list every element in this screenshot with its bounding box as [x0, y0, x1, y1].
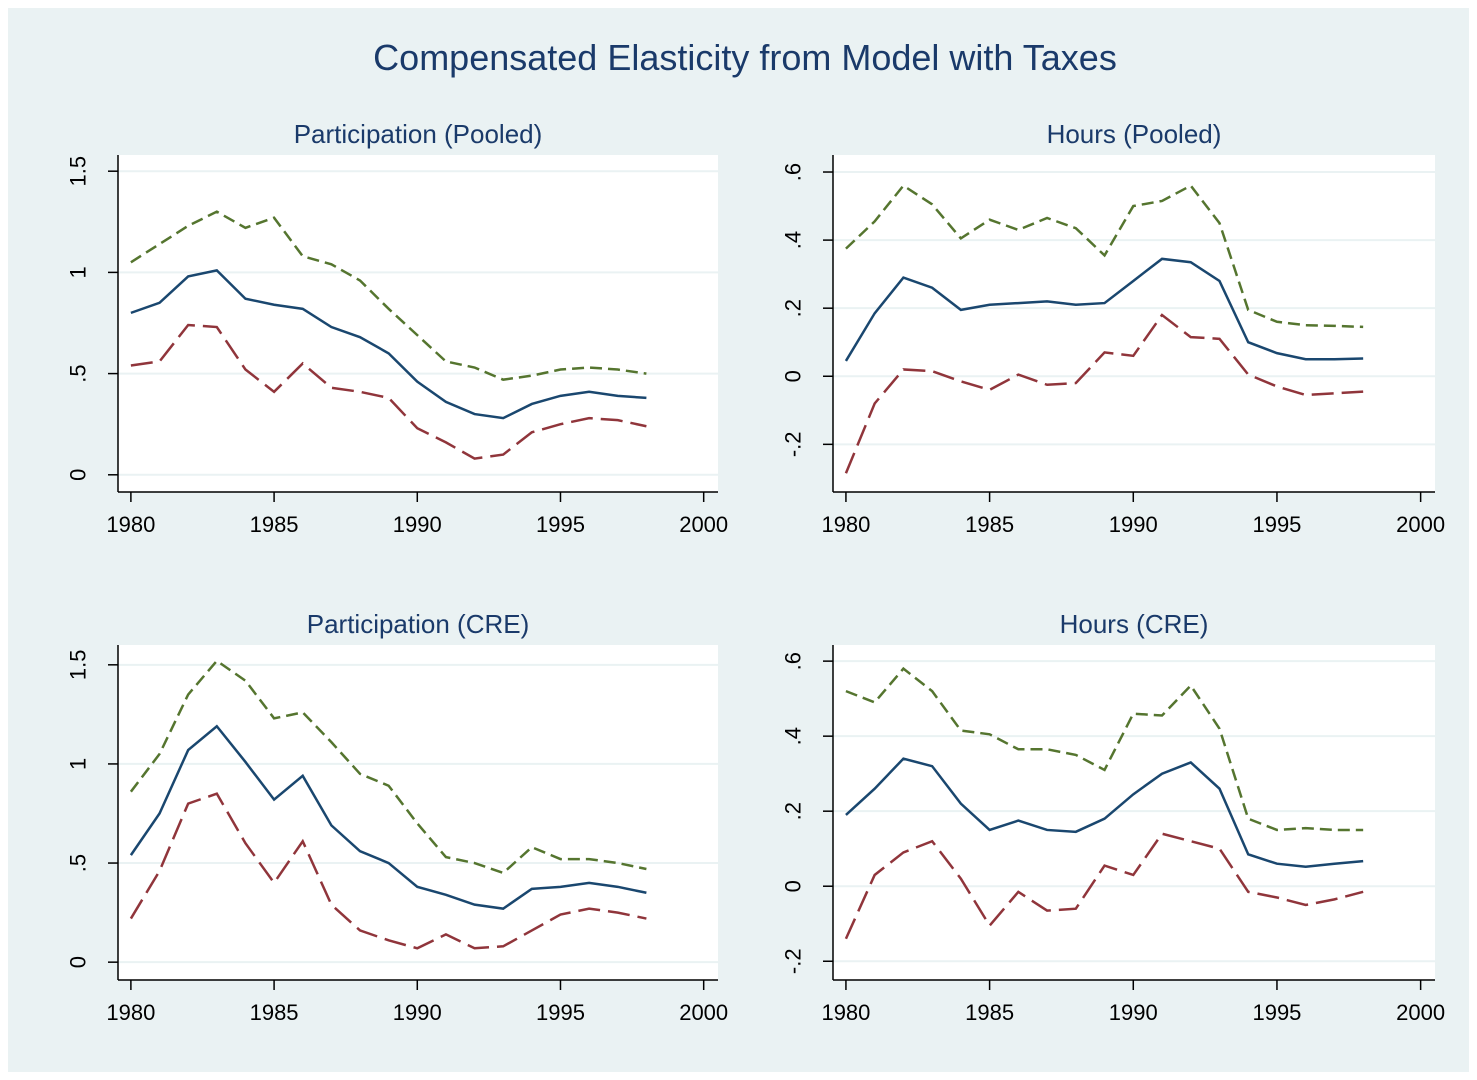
series-line	[129, 724, 647, 910]
x-tick-label: 1985	[250, 512, 299, 537]
series-line	[845, 183, 1364, 329]
series-line	[130, 269, 647, 420]
series-line	[845, 757, 1364, 868]
series-line	[130, 323, 647, 460]
y-tick-label: 0	[781, 370, 806, 382]
series-line	[844, 832, 1364, 940]
y-tick-label: 1	[66, 758, 91, 770]
y-tick-label: 1	[66, 266, 91, 278]
plot-area	[833, 155, 1435, 492]
y-tick-label: -.2	[781, 431, 806, 457]
panel-title: Hours (CRE)	[1060, 609, 1209, 639]
x-tick-label: 1995	[1252, 1000, 1301, 1025]
x-tick-label: 2000	[1396, 512, 1445, 537]
y-tick-label: .5	[66, 364, 91, 382]
y-tick-label: .2	[781, 802, 806, 820]
y-tick-label: 0	[781, 880, 806, 892]
plot-area	[118, 645, 718, 980]
y-tick-label: -.2	[781, 948, 806, 974]
x-tick-label: 1995	[536, 1000, 585, 1025]
series-line	[129, 659, 647, 875]
series-line	[844, 313, 1364, 474]
x-tick-label: 1980	[106, 512, 155, 537]
x-tick-label: 1995	[1252, 512, 1301, 537]
plot-area	[833, 645, 1435, 980]
y-tick-label: .2	[781, 299, 806, 317]
x-tick-label: 1990	[1109, 512, 1158, 537]
y-tick-label: .4	[781, 231, 806, 249]
figure-title: Compensated Elasticity from Model with T…	[373, 37, 1117, 78]
x-tick-label: 2000	[1396, 1000, 1445, 1025]
series-line	[130, 210, 647, 381]
x-tick-label: 1980	[821, 512, 870, 537]
x-tick-label: 1985	[965, 1000, 1014, 1025]
x-tick-label: 1995	[536, 512, 585, 537]
x-tick-label: 1990	[393, 1000, 442, 1025]
x-tick-label: 2000	[679, 512, 728, 537]
y-tick-label: .5	[66, 854, 91, 872]
series-line	[844, 257, 1364, 362]
y-tick-label: 0	[66, 956, 91, 968]
x-tick-label: 1985	[250, 1000, 299, 1025]
y-tick-label: .4	[781, 727, 806, 745]
y-tick-label: 1.5	[66, 156, 91, 187]
x-tick-label: 1980	[106, 1000, 155, 1025]
x-tick-label: 1985	[965, 512, 1014, 537]
series-line	[845, 666, 1364, 832]
panel-title: Participation (Pooled)	[294, 119, 543, 149]
y-tick-label: 0	[66, 469, 91, 481]
series-line	[129, 792, 647, 950]
panel-title: Hours (Pooled)	[1047, 119, 1222, 149]
x-tick-label: 1980	[821, 1000, 870, 1025]
x-tick-label: 2000	[679, 1000, 728, 1025]
y-tick-label: .6	[781, 652, 806, 670]
x-tick-label: 1990	[1109, 1000, 1158, 1025]
plot-area	[118, 155, 718, 492]
y-tick-label: .6	[781, 163, 806, 181]
y-tick-label: 1.5	[66, 650, 91, 681]
x-tick-label: 1990	[393, 512, 442, 537]
panel-title: Participation (CRE)	[307, 609, 530, 639]
